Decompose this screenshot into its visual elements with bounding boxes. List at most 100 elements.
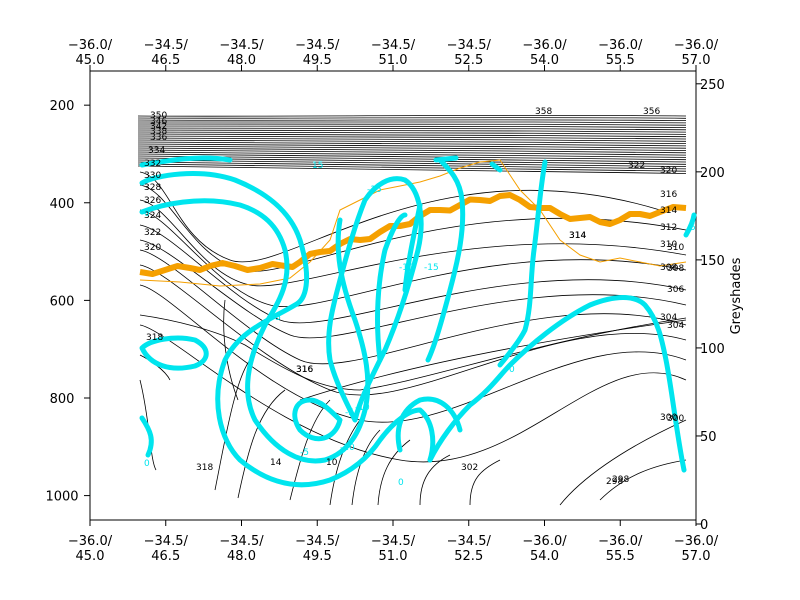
cyan-isoline-label: 15 [312,161,323,171]
isentrope-line [137,119,687,121]
isentrope-line [137,135,687,140]
isentrope-line [137,121,687,124]
x-tick-label-bottom-line1: −36.0/ [598,534,643,549]
cyan-isoline [375,202,423,363]
isentrope-line [139,284,687,423]
isentrope-label: 350 [150,111,167,121]
x-tick-label-bottom-line2: 52.5 [454,549,483,564]
axis-tick-marks [84,65,702,526]
isentrope-line [137,133,687,138]
x-tick-label-top-line1: −34.5/ [371,38,416,53]
x-tick-label-bottom-line1: −34.5/ [219,534,264,549]
x-tick-label-bottom-line1: −36.0/ [68,534,113,549]
x-tick-label-bottom-line2: 51.0 [379,549,408,564]
x-tick-label-bottom-line2: 49.5 [303,549,332,564]
y-tick-label-right: 250 [700,78,725,93]
isentrope-line [137,129,687,133]
y-axis-right-labels: 0 50 100 150 200 250 [700,78,725,533]
isentrope-line [559,419,687,506]
isentrope-label: 320 [144,243,161,253]
x-tick-label-bottom-line1: −34.5/ [447,534,492,549]
isentrope-line [139,224,687,324]
isentrope-label: 300 [667,414,684,424]
x-tick-label-bottom-line2: 54.0 [530,549,559,564]
isentrope-label: 338 [150,127,167,137]
x-tick-label-bottom-line2: 48.0 [227,549,256,564]
isentrope-label: 300 [660,413,677,423]
x-tick-label-top-line2: 54.0 [530,53,559,68]
isentrope-line [137,153,687,161]
isentrope-label: 318 [146,333,163,343]
isentrope-label: 314 [660,206,677,216]
isentrope-line [299,319,687,401]
x-tick-label-top-line1: −34.5/ [219,38,264,53]
cyan-isoline-label: 0 [509,365,515,375]
isentrope-label: 312 [660,223,677,233]
isentrope-label: 316 [296,365,313,375]
isentrope-label: 336 [150,133,167,143]
cyan-isoline [139,171,436,488]
cyan-isoline [139,415,154,458]
isentrope-label: 308 [667,264,684,274]
y-tick-label-left: 400 [50,197,75,212]
isentrope-label: 332 [144,159,161,169]
isentrope-line [139,249,687,365]
cyan-isoline-label: -10 [399,263,414,273]
cyan-isoline [425,157,466,363]
cyan-isoline-label: 0 [144,209,150,219]
x-tick-label-top-line2: 48.0 [227,53,256,68]
isentrope-line [137,141,687,147]
cyan-isoline-label: -5 [300,448,309,458]
isentrope-line [137,137,687,142]
cyan-isoline-label: -5 [272,313,281,323]
x-tick-label-bottom-line2: 46.5 [151,549,180,564]
x-tick-label-top-line2: 55.5 [606,53,635,68]
isentrope-line [377,439,411,506]
isentrope-line [137,117,687,119]
cyan-isoline-label: -15 [424,263,439,273]
x-tick-label-bottom-line2: 57.0 [682,549,711,564]
isentrope-label: 330 [144,171,161,181]
x-tick-label-bottom-line1: −34.5/ [295,534,340,549]
isentrope-label: 302 [461,463,478,473]
x-tick-label-top-line2: 45.0 [76,53,105,68]
isentrope-line [137,125,687,128]
cyan-isoline-label: -10 [355,403,370,413]
cyan-isoline [139,155,424,423]
isentrope-line [214,359,251,491]
y-tick-label-right: 50 [700,430,717,445]
x-tick-label-top-line2: 57.0 [682,53,711,68]
cyan-isoline-label: -10 [340,443,355,453]
isentrope-label: 10 [326,458,338,468]
x-tick-label-top-line1: −34.5/ [295,38,340,53]
y-axis-right-title: Greyshades [729,257,744,334]
isentrope-label: 322 [628,161,645,171]
x-tick-label-top-line2: 46.5 [151,53,180,68]
x-tick-label-top-line2: 51.0 [379,53,408,68]
isentrope-line [137,149,687,156]
cyan-isoline [683,212,697,238]
isentrope-label: 310 [660,240,677,250]
cyan-isolines [139,155,697,488]
isentrope-line [599,459,687,501]
isentrope-line [137,139,687,144]
isentrope-label: 314 [569,231,586,241]
isentrope-label: 306 [667,285,684,295]
isentrope-label: 14 [270,458,282,468]
y-axis-left-labels: 200 400 600 800 1000 [45,99,78,504]
x-tick-label-top-line1: −34.5/ [447,38,492,53]
cyan-isoline-label: 5 [690,223,696,233]
cyan-isoline [139,198,371,464]
y-tick-label-left: 1000 [45,490,78,505]
isentrope-line [137,143,687,149]
isentrope-line [137,147,687,154]
x-tick-label-top-line1: −36.0/ [68,38,113,53]
y-tick-label-right: 150 [700,254,725,269]
isentrope-line [139,184,687,272]
cyan-isoline-label: 0 [144,459,150,469]
cyan-isoline [433,155,503,173]
isentrope-line [137,123,687,126]
x-tick-label-top-line1: −34.5/ [144,38,189,53]
